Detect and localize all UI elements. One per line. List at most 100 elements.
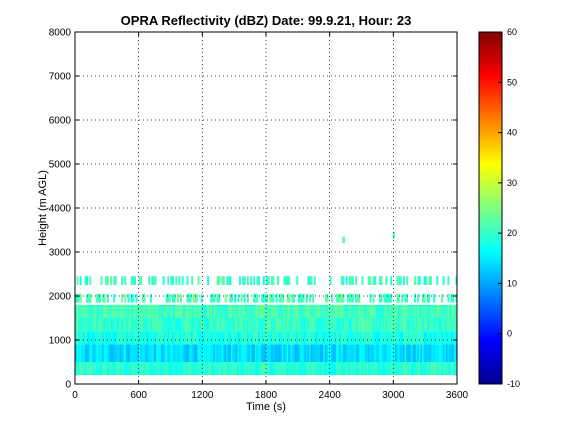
reflectivity-cell <box>149 331 152 345</box>
reflectivity-cell <box>75 318 77 332</box>
reflectivity-cell <box>402 344 405 362</box>
reflectivity-cell <box>162 344 165 362</box>
reflectivity-cell <box>415 331 418 345</box>
reflectivity-cell <box>256 293 259 303</box>
reflectivity-cell <box>390 293 393 303</box>
reflectivity-cell <box>308 362 311 376</box>
reflectivity-cell <box>160 362 163 376</box>
reflectivity-cell <box>351 304 354 318</box>
reflectivity-cell <box>127 344 130 362</box>
reflectivity-cell <box>175 344 178 362</box>
reflectivity-cell <box>229 362 232 376</box>
reflectivity-cell <box>371 362 374 376</box>
chart-title: OPRA Reflectivity (dBZ) Date: 99.9.21, H… <box>121 13 412 28</box>
reflectivity-cell <box>186 362 189 376</box>
reflectivity-cell <box>165 344 168 362</box>
reflectivity-cell <box>379 344 381 362</box>
reflectivity-cell <box>283 276 286 285</box>
reflectivity-cell <box>162 304 165 318</box>
reflectivity-cell <box>200 318 203 332</box>
reflectivity-cell <box>293 293 296 303</box>
reflectivity-cell <box>200 344 203 362</box>
reflectivity-cell <box>205 362 208 376</box>
reflectivity-cell <box>375 304 378 318</box>
reflectivity-cell <box>183 344 186 362</box>
reflectivity-cell <box>412 318 415 332</box>
reflectivity-cell <box>294 318 297 332</box>
reflectivity-cell <box>140 362 143 376</box>
reflectivity-cell <box>251 304 254 318</box>
reflectivity-cell <box>200 304 203 318</box>
reflectivity-cell <box>345 318 348 332</box>
reflectivity-cell <box>224 304 227 318</box>
reflectivity-cell <box>324 318 327 332</box>
reflectivity-cell <box>170 331 173 345</box>
reflectivity-cell <box>366 304 369 318</box>
reflectivity-cell <box>113 331 116 345</box>
reflectivity-cell <box>94 344 97 362</box>
reflectivity-cell <box>364 304 367 318</box>
reflectivity-cell <box>312 362 315 376</box>
reflectivity-cell <box>81 318 84 332</box>
reflectivity-cell <box>375 344 378 362</box>
reflectivity-cell <box>275 362 278 376</box>
reflectivity-cell <box>394 362 397 376</box>
reflectivity-cell <box>87 344 90 362</box>
reflectivity-cell <box>359 331 362 345</box>
reflectivity-cell <box>293 318 296 332</box>
reflectivity-cell <box>240 318 243 332</box>
reflectivity-cell <box>406 276 409 285</box>
reflectivity-cell <box>285 304 288 318</box>
reflectivity-cell <box>409 304 412 318</box>
reflectivity-cell <box>361 276 364 285</box>
reflectivity-cell <box>149 293 152 303</box>
reflectivity-cell <box>160 304 163 318</box>
reflectivity-cell <box>199 331 202 345</box>
reflectivity-cell <box>256 344 259 362</box>
reflectivity-cell <box>429 331 432 345</box>
reflectivity-cell <box>251 362 254 376</box>
reflectivity-cell <box>379 331 381 345</box>
colorbar-ticks: -10 0 10 20 30 40 50 60 <box>498 27 520 389</box>
reflectivity-cell <box>235 362 238 376</box>
reflectivity-cell <box>270 362 273 376</box>
reflectivity-cell <box>367 304 370 318</box>
reflectivity-cell <box>445 362 448 376</box>
reflectivity-cell <box>355 362 358 376</box>
reflectivity-cell <box>320 304 323 318</box>
reflectivity-cell <box>192 331 195 345</box>
reflectivity-cell <box>380 318 383 332</box>
reflectivity-cell <box>383 293 386 303</box>
reflectivity-cell <box>197 304 200 318</box>
reflectivity-cell <box>148 331 151 345</box>
reflectivity-cell <box>172 293 175 303</box>
reflectivity-cell <box>388 318 391 332</box>
reflectivity-cell <box>137 318 140 332</box>
reflectivity-cell <box>340 362 343 376</box>
reflectivity-cell <box>129 344 132 362</box>
reflectivity-cell <box>442 331 445 345</box>
reflectivity-cell <box>152 318 155 332</box>
reflectivity-cell <box>124 293 127 303</box>
reflectivity-cell <box>113 362 116 376</box>
x-tick-label: 1200 <box>191 390 214 401</box>
reflectivity-cell <box>371 344 374 362</box>
x-tick-label: 600 <box>130 390 147 401</box>
reflectivity-cell <box>216 276 219 285</box>
reflectivity-cell <box>444 304 447 318</box>
reflectivity-cell <box>78 344 81 362</box>
reflectivity-cell <box>391 318 394 332</box>
reflectivity-cell <box>110 304 113 318</box>
reflectivity-cell <box>211 362 214 376</box>
reflectivity-cell <box>191 344 194 362</box>
reflectivity-cell <box>301 293 304 303</box>
reflectivity-cell <box>307 304 310 318</box>
reflectivity-cell <box>374 331 377 345</box>
reflectivity-cell <box>205 331 208 345</box>
reflectivity-cell <box>224 344 227 362</box>
reflectivity-cell <box>339 304 342 318</box>
reflectivity-cell <box>398 276 401 285</box>
reflectivity-cell <box>133 304 136 318</box>
reflectivity-cell <box>106 304 109 318</box>
reflectivity-cell <box>165 318 168 332</box>
